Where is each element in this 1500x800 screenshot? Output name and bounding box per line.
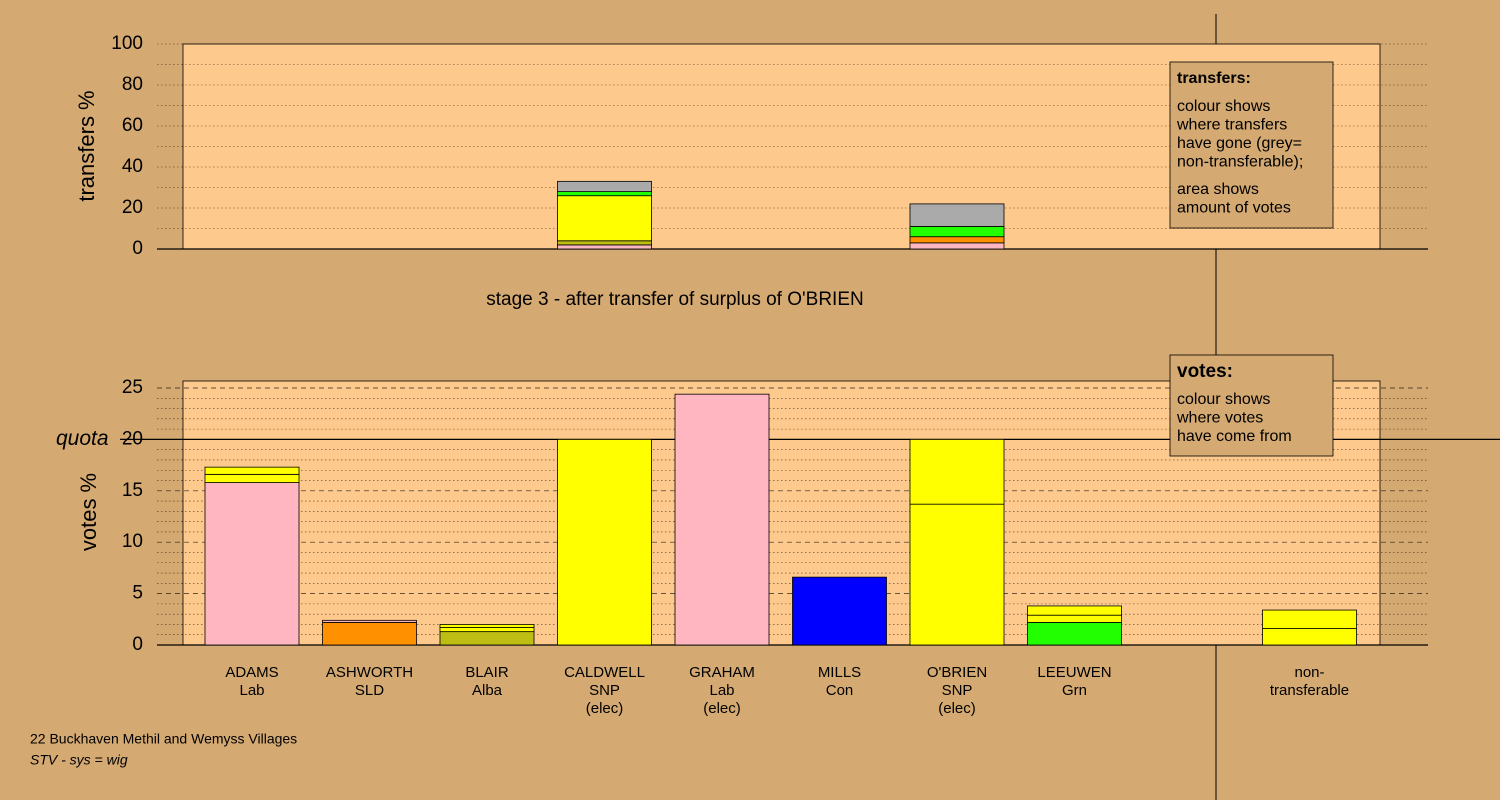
x-tick-label: CALDWELL bbox=[564, 664, 645, 681]
bar-segment bbox=[792, 576, 887, 646]
y-tick-label: 20 bbox=[122, 197, 143, 218]
bar-segment bbox=[439, 631, 535, 646]
y-tick-label: 10 bbox=[122, 531, 143, 552]
x-tick-label: SNP bbox=[942, 682, 973, 699]
x-tick-label: Con bbox=[826, 682, 854, 699]
legend-text: non-transferable); bbox=[1177, 154, 1303, 171]
bar-segment bbox=[909, 236, 1005, 244]
bar-segment bbox=[1027, 621, 1122, 646]
bar-segment bbox=[557, 244, 652, 250]
legend-text: have gone (grey= bbox=[1177, 135, 1302, 152]
x-tick-label: Lab bbox=[239, 682, 264, 699]
x-tick-label: SLD bbox=[355, 682, 384, 699]
y-tick-label: 0 bbox=[132, 238, 143, 259]
bar-segment bbox=[1027, 605, 1122, 616]
legend-text: area shows bbox=[1177, 181, 1259, 198]
x-tick-label: Lab bbox=[709, 682, 734, 699]
system: STV - sys = wig bbox=[30, 752, 128, 768]
y-axis-label: votes % bbox=[76, 473, 101, 551]
legend-box bbox=[1169, 61, 1334, 229]
x-tick-label: (elec) bbox=[703, 700, 741, 717]
district: 22 Buckhaven Methil and Wemyss Villages bbox=[30, 731, 297, 747]
legend-text: have come from bbox=[1177, 428, 1292, 445]
legend-text: colour shows bbox=[1177, 98, 1270, 115]
x-tick-label: ADAMS bbox=[225, 664, 278, 681]
x-tick-label: SNP bbox=[589, 682, 620, 699]
bar-segment bbox=[204, 466, 300, 475]
y-tick-label: 15 bbox=[122, 480, 143, 501]
bar-segment bbox=[909, 503, 1005, 646]
bar-segment bbox=[909, 242, 1005, 250]
x-tick-label: GRAHAM bbox=[689, 664, 755, 681]
x-tick-label: Alba bbox=[472, 682, 503, 699]
bar-segment bbox=[439, 627, 535, 633]
x-tick-label: O'BRIEN bbox=[927, 664, 987, 681]
bar-segment bbox=[557, 180, 652, 193]
y-tick-label: 100 bbox=[111, 33, 143, 54]
bar-segment bbox=[557, 438, 652, 646]
bar-segment bbox=[909, 203, 1005, 227]
x-tick-label: transferable bbox=[1270, 682, 1349, 699]
legend-title: votes: bbox=[1177, 361, 1233, 382]
x-tick-label: ASHWORTH bbox=[326, 664, 413, 681]
bar-segment bbox=[439, 624, 535, 628]
legend-text: where votes bbox=[1176, 410, 1263, 427]
bar-segment bbox=[557, 191, 652, 197]
x-tick-label: (elec) bbox=[586, 700, 624, 717]
stage-caption: stage 3 - after transfer of surplus of O… bbox=[486, 289, 863, 310]
y-tick-label: 5 bbox=[132, 583, 143, 604]
bar-segment bbox=[557, 195, 652, 242]
y-tick-label: 0 bbox=[132, 634, 143, 655]
bar-segment bbox=[909, 438, 1005, 505]
bar-segment bbox=[674, 393, 770, 646]
y-axis-label: transfers % bbox=[74, 90, 99, 201]
x-tick-label: BLAIR bbox=[465, 664, 509, 681]
bar-segment bbox=[322, 621, 417, 646]
x-tick-label: non- bbox=[1294, 664, 1324, 681]
legend-text: where transfers bbox=[1176, 117, 1287, 134]
bar-segment bbox=[204, 482, 300, 646]
bar-segment bbox=[322, 619, 417, 623]
x-tick-label: (elec) bbox=[938, 700, 976, 717]
y-tick-label: 60 bbox=[122, 115, 143, 136]
bar-segment bbox=[204, 473, 300, 483]
bar-segment bbox=[909, 226, 1005, 238]
bar-segment bbox=[1262, 609, 1357, 629]
legend-box bbox=[1169, 354, 1334, 457]
x-tick-label: MILLS bbox=[818, 664, 861, 681]
y-tick-label: 25 bbox=[122, 377, 143, 398]
legend-text: amount of votes bbox=[1177, 200, 1291, 217]
y-tick-label: 40 bbox=[122, 156, 143, 177]
bar-segment bbox=[1262, 628, 1357, 646]
y-tick-label: 80 bbox=[122, 74, 143, 95]
bar-segment bbox=[557, 240, 652, 246]
x-tick-label: LEEUWEN bbox=[1037, 664, 1111, 681]
legend-title: transfers: bbox=[1177, 70, 1251, 87]
legend-text: colour shows bbox=[1177, 391, 1270, 408]
bar-segment bbox=[1027, 614, 1122, 623]
quota-label: quota bbox=[56, 427, 109, 450]
x-tick-label: Grn bbox=[1062, 682, 1087, 699]
